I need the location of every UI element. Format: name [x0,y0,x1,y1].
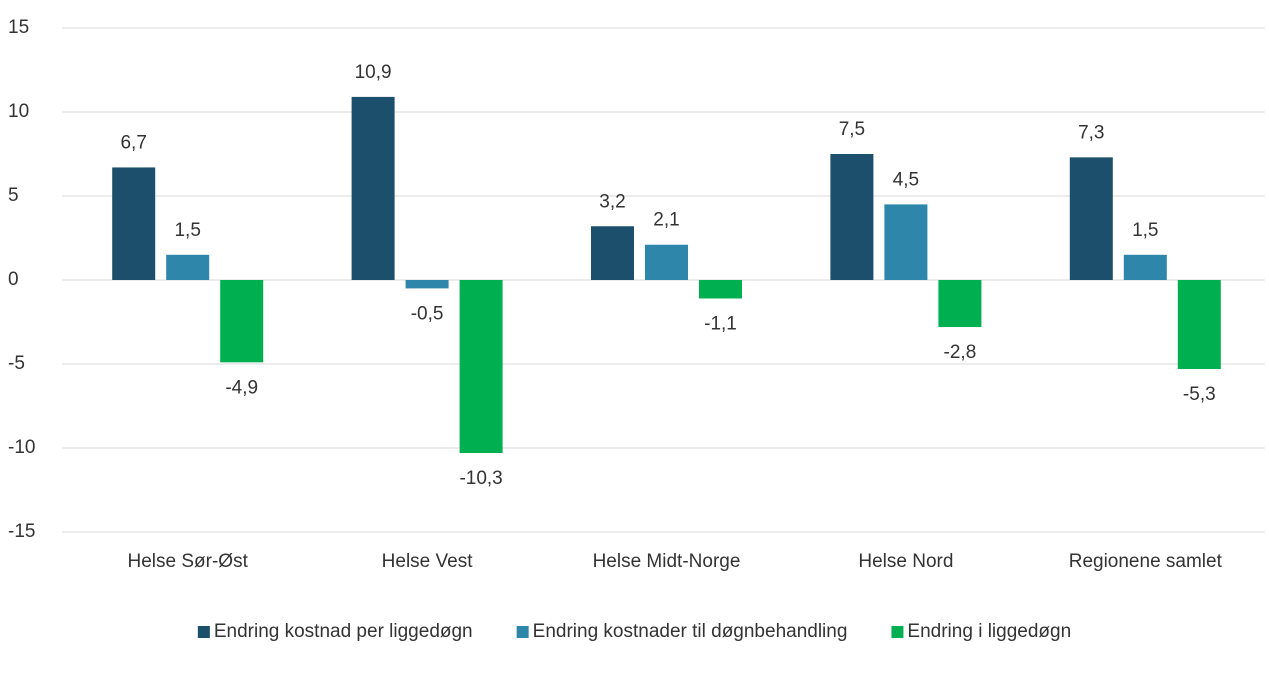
data-label: 7,5 [839,119,865,140]
bar [1177,280,1221,370]
bar [112,167,156,280]
y-tick-label: 5 [8,185,19,206]
x-tick-label: Helse Midt-Norge [593,551,741,572]
data-label: -1,1 [704,313,737,334]
data-label: -5,3 [1183,384,1216,405]
legend-label: Endring i liggedøgn [907,621,1071,642]
bar [884,204,928,280]
bar [699,280,742,299]
y-tick-label: 10 [8,101,29,122]
bar [938,280,982,328]
data-label: -4,9 [225,377,258,398]
bar [166,254,210,280]
bar [591,226,634,280]
data-label: -2,8 [944,342,977,363]
data-label: -10,3 [459,468,502,489]
y-tick-label: 15 [8,17,29,38]
x-tick-label: Helse Vest [382,551,474,572]
bar [830,154,874,280]
bar [1123,254,1167,280]
legend-swatch [891,626,904,638]
x-tick-label: Regionene samlet [1069,551,1223,572]
bar [459,280,503,454]
data-label: 1,5 [1132,220,1158,241]
legend-label: Endring kostnad per liggedøgn [214,621,473,642]
bar [351,96,395,280]
y-tick-label: -5 [8,353,25,374]
data-label: 7,3 [1078,122,1104,143]
data-label: 1,5 [174,220,200,241]
legend-label: Endring kostnader til døgnbehandling [533,621,848,642]
x-tick-label: Helse Nord [858,551,953,572]
data-label: 6,7 [120,132,146,153]
x-tick-label: Helse Sør-Øst [128,551,249,572]
data-label: 10,9 [355,62,392,83]
y-tick-label: -15 [8,521,35,542]
y-tick-label: -10 [8,437,35,458]
bar [405,280,449,289]
data-label: -0,5 [411,303,444,324]
data-label: 3,2 [599,191,625,212]
bar [645,244,688,280]
data-label: 2,1 [653,210,679,231]
bar [1069,157,1113,280]
y-tick-label: 0 [8,269,19,290]
bar [220,280,264,363]
legend-swatch [197,626,210,638]
legend-swatch [516,626,529,638]
data-label: 4,5 [893,169,919,190]
